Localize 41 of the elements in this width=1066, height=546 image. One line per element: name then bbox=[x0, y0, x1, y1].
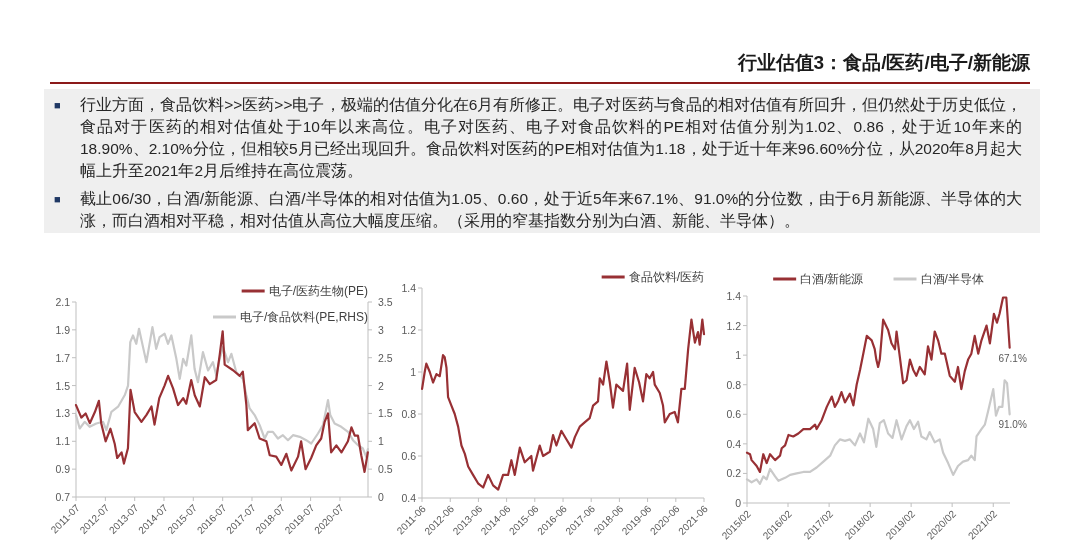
y-tick-label: 1.9 bbox=[55, 323, 71, 336]
text: 行业估值3：食品/医药/电子/新能源 bbox=[50, 44, 1030, 84]
y-tick-label: 0.9 bbox=[55, 463, 71, 476]
y-tick-label: 0.6 bbox=[726, 408, 742, 421]
y-tick-label: 0.2 bbox=[726, 467, 742, 480]
y-tick-label: 0.8 bbox=[726, 378, 742, 391]
y2-tick-label: 2.5 bbox=[378, 351, 393, 364]
line-series bbox=[420, 318, 706, 491]
y-tick-label: 1.4 bbox=[726, 290, 742, 302]
y2-tick-label: 1 bbox=[378, 435, 384, 448]
legend-label: 食品饮料/医药 bbox=[628, 270, 704, 284]
annotation: 67.1% bbox=[998, 352, 1027, 364]
y2-tick-label: 3 bbox=[378, 323, 384, 336]
y-tick-label: 1 bbox=[735, 349, 742, 362]
y2-tick-label: 0.5 bbox=[378, 463, 393, 476]
legend-label: 电子/医药生物(PE) bbox=[268, 284, 368, 298]
text: ■行业方面，食品饮料>>医药>>电子，极端的估值分化在6月有所修正。电子对医药与食品的相对估值有所回升，但仍然处于历史低位，食品对于医药的相对估值处于10年以来高位。电子对医药、电子对食品饮料的PE相对估值分别为1.02、0.86，处于近10年来的18.90%、2.10%分位，但相较5月已经出现回升。食品饮料对医药的PE相对估值为1.18，处于近十年来96.60%分位，从2020年8月起大幅上升至2021年2月后维持在高位震荡。 bbox=[54, 96, 1022, 179]
y-tick-label: 1.7 bbox=[55, 351, 71, 364]
y-tick-label: 0.6 bbox=[401, 450, 417, 462]
legend-label: 白酒/新能源 bbox=[800, 272, 864, 286]
y-tick-label: 1.4 bbox=[401, 282, 417, 294]
annotation: 91.0% bbox=[998, 419, 1027, 431]
y2-tick-label: 2 bbox=[378, 379, 384, 392]
y2-tick-label: 0 bbox=[378, 491, 384, 503]
legend-label: 白酒/半导体 bbox=[920, 272, 984, 286]
y-tick-label: 1 bbox=[410, 366, 417, 378]
y-tick-label: 1.2 bbox=[401, 324, 417, 336]
y2-tick-label: 1.5 bbox=[378, 407, 393, 420]
y-tick-label: 1.5 bbox=[55, 379, 71, 392]
y2-tick-label: 3.5 bbox=[378, 296, 393, 308]
y-tick-label: 1.2 bbox=[726, 319, 742, 332]
y-tick-label: 0 bbox=[735, 497, 742, 509]
y-tick-label: 1.1 bbox=[55, 435, 71, 448]
legend-label: 电子/食品饮料(PE,RHS) bbox=[239, 310, 368, 324]
y-tick-label: 0.8 bbox=[401, 408, 417, 420]
y-tick-label: 0.4 bbox=[726, 437, 742, 450]
y-tick-label: 1.3 bbox=[55, 407, 71, 420]
y-tick-label: 0.4 bbox=[401, 492, 417, 504]
text: ■截止06/30，白酒/新能源、白酒/半导体的相对估值为1.05、0.60，处于近5年来67.1%、91.0%的分位数，由于6月新能源、半导体的大涨，而白酒相对平稳，相对估值从高位大幅度压缩。（采用的窄基指数分别为白酒、新能、半导体）。 bbox=[54, 190, 1022, 229]
y-tick-label: 0.7 bbox=[55, 491, 71, 503]
y-tick-label: 2.1 bbox=[55, 296, 71, 308]
